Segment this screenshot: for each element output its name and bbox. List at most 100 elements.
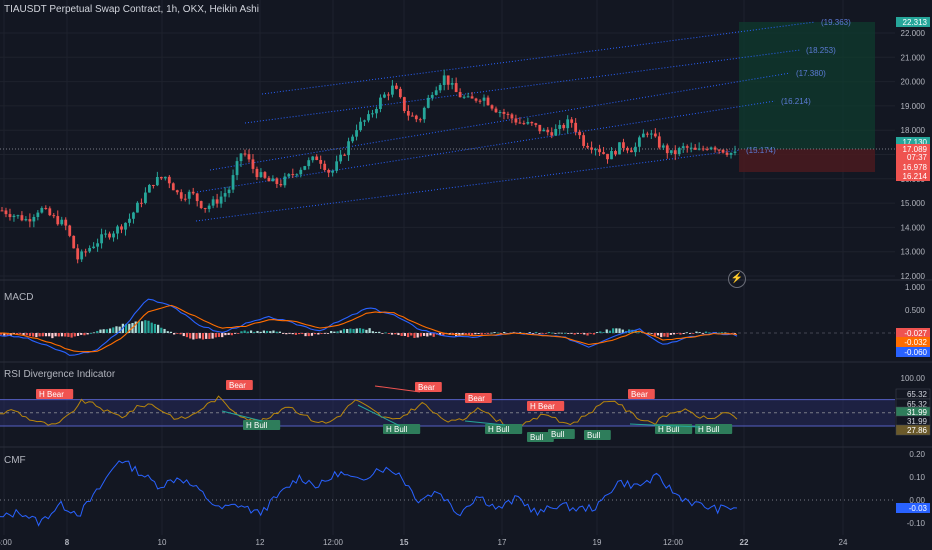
candle-94[interactable] xyxy=(375,108,378,114)
candle-49[interactable] xyxy=(195,193,199,202)
candle-85[interactable] xyxy=(339,154,343,162)
candle-116[interactable] xyxy=(462,96,466,98)
candle-120[interactable] xyxy=(478,100,482,102)
candle-87[interactable] xyxy=(347,141,350,156)
candle-4[interactable] xyxy=(16,215,20,217)
candle-176[interactable] xyxy=(701,148,705,150)
candle-80[interactable] xyxy=(319,159,323,164)
candle-51[interactable] xyxy=(203,208,207,210)
candle-180[interactable] xyxy=(717,149,721,151)
candle-110[interactable] xyxy=(438,84,442,91)
candle-131[interactable] xyxy=(522,123,526,125)
candle-138[interactable] xyxy=(550,132,554,136)
candle-92[interactable] xyxy=(367,114,370,121)
candle-169[interactable] xyxy=(673,150,677,155)
candle-57[interactable] xyxy=(227,189,231,194)
candle-151[interactable] xyxy=(602,152,605,154)
candle-142[interactable] xyxy=(566,119,570,129)
candle-170[interactable] xyxy=(677,148,681,155)
candle-3[interactable] xyxy=(12,215,16,218)
candle-168[interactable] xyxy=(669,150,673,154)
candle-122[interactable] xyxy=(486,97,490,106)
candle-18[interactable] xyxy=(72,235,76,249)
candle-173[interactable] xyxy=(689,147,693,149)
candle-14[interactable] xyxy=(56,216,60,225)
candle-107[interactable] xyxy=(426,97,430,108)
candle-132[interactable] xyxy=(526,122,530,124)
candle-33[interactable] xyxy=(132,212,135,219)
candle-177[interactable] xyxy=(705,148,709,150)
candle-70[interactable] xyxy=(279,183,283,186)
candle-22[interactable] xyxy=(88,248,92,252)
candle-179[interactable] xyxy=(713,147,717,150)
candle-46[interactable] xyxy=(183,198,187,200)
candle-63[interactable] xyxy=(251,159,255,169)
candle-89[interactable] xyxy=(355,130,358,137)
candle-40[interactable] xyxy=(159,176,163,179)
candle-69[interactable] xyxy=(275,178,279,184)
candle-28[interactable] xyxy=(112,233,115,238)
candle-126[interactable] xyxy=(502,112,506,114)
signal-line[interactable] xyxy=(0,304,738,353)
candle-17[interactable] xyxy=(68,225,72,236)
candle-154[interactable] xyxy=(614,151,617,155)
candle-163[interactable] xyxy=(649,133,653,135)
candle-58[interactable] xyxy=(231,175,235,190)
candle-105[interactable] xyxy=(418,119,422,121)
candle-157[interactable] xyxy=(626,147,629,151)
candle-20[interactable] xyxy=(80,251,84,260)
candle-145[interactable] xyxy=(578,131,582,136)
candle-30[interactable] xyxy=(120,226,123,230)
candle-111[interactable] xyxy=(442,75,446,85)
candle-24[interactable] xyxy=(96,243,99,247)
candle-124[interactable] xyxy=(494,108,498,113)
candle-83[interactable] xyxy=(331,170,335,173)
candle-67[interactable] xyxy=(267,177,271,182)
candle-147[interactable] xyxy=(586,145,590,148)
candle-47[interactable] xyxy=(187,191,191,199)
candle-13[interactable] xyxy=(52,215,56,217)
candle-106[interactable] xyxy=(422,107,426,120)
candle-113[interactable] xyxy=(450,83,454,85)
candle-8[interactable] xyxy=(32,216,36,222)
candle-98[interactable] xyxy=(391,85,394,95)
candle-172[interactable] xyxy=(685,146,689,148)
candle-155[interactable] xyxy=(618,142,621,155)
candle-161[interactable] xyxy=(641,133,645,138)
candle-16[interactable] xyxy=(64,219,68,226)
candle-97[interactable] xyxy=(387,94,390,96)
candle-108[interactable] xyxy=(430,94,434,98)
candle-184[interactable] xyxy=(733,151,737,153)
candle-164[interactable] xyxy=(653,133,657,137)
candle-149[interactable] xyxy=(594,149,597,151)
candle-45[interactable] xyxy=(179,192,183,199)
candle-2[interactable] xyxy=(8,214,12,218)
candle-38[interactable] xyxy=(151,184,155,186)
candle-130[interactable] xyxy=(518,122,522,124)
candle-64[interactable] xyxy=(255,168,259,178)
candle-62[interactable] xyxy=(247,154,251,160)
candle-60[interactable] xyxy=(239,153,243,162)
candle-127[interactable] xyxy=(506,113,510,115)
candle-90[interactable] xyxy=(359,121,362,131)
candle-91[interactable] xyxy=(363,120,366,122)
candle-144[interactable] xyxy=(574,122,578,132)
candle-103[interactable] xyxy=(410,115,414,117)
candle-160[interactable] xyxy=(638,137,641,147)
candle-56[interactable] xyxy=(223,193,227,197)
candle-65[interactable] xyxy=(259,172,263,178)
candle-148[interactable] xyxy=(590,147,593,150)
candle-141[interactable] xyxy=(562,124,566,129)
candle-134[interactable] xyxy=(534,123,538,125)
candle-182[interactable] xyxy=(725,152,729,155)
candle-72[interactable] xyxy=(287,174,291,177)
candle-150[interactable] xyxy=(598,149,601,153)
candle-165[interactable] xyxy=(657,136,661,148)
candle-181[interactable] xyxy=(721,149,725,153)
candle-76[interactable] xyxy=(303,166,307,170)
candle-135[interactable] xyxy=(538,124,542,132)
candle-171[interactable] xyxy=(681,146,685,149)
candle-59[interactable] xyxy=(235,161,239,176)
time-axis[interactable]: 6:00 8 10 12 12:00 15 17 19 12:00 22 24 xyxy=(0,538,848,547)
